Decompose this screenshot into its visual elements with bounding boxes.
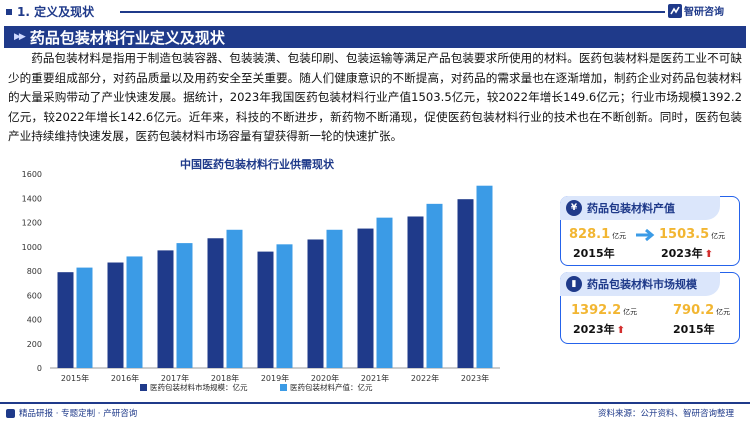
output-end-year: 2023年 ⬆ bbox=[661, 247, 714, 260]
y-tick-label: 0 bbox=[37, 364, 42, 373]
y-tick-label: 200 bbox=[27, 340, 42, 349]
bar-output-value bbox=[226, 229, 243, 368]
bar-output-value bbox=[476, 185, 493, 368]
x-tick-label: 2015年 bbox=[61, 373, 89, 383]
x-tick-label: 2021年 bbox=[361, 373, 389, 383]
market-size-card: ▮ 药品包装材料市场规模 1392.2 亿元 790.2 亿元 2023年 ⬆ 201… bbox=[560, 272, 740, 344]
bar-market-size bbox=[457, 199, 474, 368]
x-tick-label: 2020年 bbox=[311, 373, 339, 383]
bar-output-value bbox=[426, 203, 443, 368]
y-tick-label: 1200 bbox=[22, 219, 42, 228]
up-arrow-icon: ⬆ bbox=[704, 249, 714, 260]
bar-chart-icon: ▮ bbox=[566, 276, 582, 292]
market-latest-year: 2023年 ⬆ bbox=[573, 323, 626, 336]
bar-market-size bbox=[157, 250, 174, 368]
bar-output-value bbox=[126, 256, 143, 368]
bar-market-size bbox=[357, 228, 374, 368]
market-latest-value: 1392.2 亿元 bbox=[571, 303, 638, 318]
bar-market-size bbox=[307, 239, 324, 368]
y-tick-label: 1400 bbox=[22, 194, 42, 203]
market-base-year: 2015年 bbox=[673, 323, 715, 336]
page-title: 药品包装材料行业定义及现状 bbox=[29, 28, 225, 47]
supply-demand-bar-chart: 0 200 400 600 800 1000 1200 1400 1600 2015年 2016年 2… bbox=[22, 170, 500, 392]
bar-market-size bbox=[407, 216, 424, 368]
bar-output-value bbox=[376, 217, 393, 368]
legend-label: 医药包装材料产值：亿元 bbox=[290, 382, 373, 392]
output-end-value: 1503.5 亿元 bbox=[659, 227, 726, 242]
x-tick-label: 2018年 bbox=[211, 373, 239, 383]
chart-title: 中国医药包装材料行业供需现状 bbox=[180, 158, 334, 171]
x-tick-label: 2017年 bbox=[161, 373, 189, 383]
output-card-header: ¥ 药品包装材料产值 bbox=[560, 196, 720, 220]
y-tick-label: 1000 bbox=[22, 243, 42, 252]
x-tick-label: 2022年 bbox=[411, 373, 439, 383]
bar-output-value bbox=[76, 267, 93, 368]
growth-arrow-icon bbox=[636, 228, 655, 242]
brand-logo: 智研咨询 bbox=[668, 3, 724, 18]
brand-logo-icon bbox=[668, 3, 682, 18]
money-icon: ¥ bbox=[566, 200, 582, 216]
bar-output-value bbox=[176, 243, 193, 368]
bar-market-size bbox=[257, 251, 274, 368]
x-tick-label: 2019年 bbox=[261, 373, 289, 383]
footer-logo-icon bbox=[6, 408, 15, 418]
output-value-card: ¥ 药品包装材料产值 828.1 亿元 1503.5 亿元 2015年 2023年 ⬆ bbox=[560, 196, 740, 266]
legend-swatch bbox=[280, 384, 287, 391]
bar-output-value bbox=[326, 229, 343, 368]
output-start-value: 828.1 亿元 bbox=[569, 227, 627, 242]
y-tick-label: 1600 bbox=[22, 170, 42, 179]
market-card-header: ▮ 药品包装材料市场规模 bbox=[560, 272, 720, 296]
bar-output-value bbox=[276, 244, 293, 368]
x-tick-label: 2023年 bbox=[461, 373, 489, 383]
header-rule bbox=[120, 11, 665, 13]
footer-tagline: 精品研报 · 专题定制 · 产研咨询 bbox=[6, 407, 137, 419]
y-tick-label: 600 bbox=[27, 291, 42, 300]
y-tick-label: 400 bbox=[27, 316, 42, 325]
data-source: 资料来源：公开资料、智研咨询整理 bbox=[597, 409, 734, 419]
intro-paragraph: 药品包装材料是指用于制造包装容器、包装装潢、包装印刷、包装运输等满足产品包装要求… bbox=[8, 51, 742, 143]
output-start-year: 2015年 bbox=[573, 247, 615, 260]
section-title: 1. 定义及现状 bbox=[6, 3, 94, 20]
market-base-value: 790.2 亿元 bbox=[673, 303, 731, 318]
up-arrow-icon: ⬆ bbox=[616, 325, 626, 336]
bar-market-size bbox=[207, 238, 224, 368]
page-footer: 精品研报 · 专题定制 · 产研咨询 资料来源：公开资料、智研咨询整理 bbox=[0, 402, 750, 421]
legend-label: 医药包装材料市场规模：亿元 bbox=[150, 382, 248, 392]
bar-market-size bbox=[57, 272, 74, 368]
legend-swatch bbox=[140, 384, 147, 391]
page-banner: ▶▶ 药品包装材料行业定义及现状 bbox=[4, 26, 746, 48]
y-tick-label: 800 bbox=[27, 267, 42, 276]
x-tick-label: 2016年 bbox=[111, 373, 139, 383]
bar-market-size bbox=[107, 262, 124, 368]
banner-arrows-icon: ▶▶ bbox=[14, 32, 26, 42]
top-bar: 1. 定义及现状 智研咨询 bbox=[0, 0, 750, 22]
section-marker-icon bbox=[6, 8, 12, 15]
